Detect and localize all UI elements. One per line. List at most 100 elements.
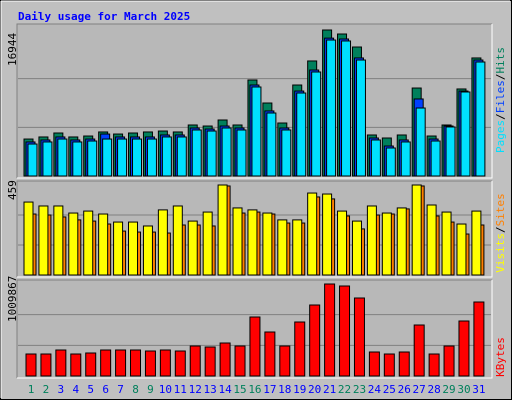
bar [309, 304, 321, 377]
bar [426, 204, 437, 276]
legend-separator: / [494, 113, 507, 120]
bar [206, 130, 217, 177]
x-tick-label: 7 [117, 383, 124, 396]
bar [189, 345, 201, 377]
bar [38, 205, 49, 276]
bar [130, 349, 142, 377]
bar [355, 59, 366, 177]
bar [339, 285, 351, 377]
bar [322, 193, 333, 276]
bar [251, 86, 262, 177]
bar [27, 143, 38, 177]
bar [475, 61, 486, 177]
bar [40, 353, 52, 377]
legend-entry: Files [494, 80, 507, 113]
bar [311, 71, 322, 177]
x-tick-label: 29 [442, 383, 455, 396]
panel-bevel [16, 23, 492, 178]
bar [83, 210, 94, 276]
bar [221, 127, 232, 177]
bar [428, 353, 440, 377]
bar [324, 283, 336, 377]
bar [445, 126, 456, 177]
legend-entry: Sites [494, 193, 507, 226]
bar [144, 350, 156, 377]
bar [281, 129, 292, 177]
legend-entry: Visits [494, 233, 507, 273]
bar [146, 138, 157, 177]
bar [456, 223, 467, 276]
bar [115, 349, 127, 377]
bar [191, 129, 202, 177]
x-tick-label: 21 [323, 383, 336, 396]
legend-entry: Pages [494, 120, 507, 153]
x-tick-label: 3 [58, 383, 65, 396]
panel-bevel [17, 24, 493, 179]
bar [430, 140, 441, 177]
bar [187, 220, 198, 276]
bar [204, 346, 216, 377]
x-tick-label: 1 [28, 383, 35, 396]
chart-title: Daily usage for March 2025 [18, 10, 190, 23]
bar [400, 141, 411, 177]
x-tick-label: 5 [87, 383, 94, 396]
bar [172, 205, 183, 276]
x-tick-label: 8 [132, 383, 139, 396]
panel-bevel [17, 181, 493, 278]
bar [307, 192, 318, 276]
bar [443, 345, 455, 377]
x-tick-label: 15 [233, 383, 246, 396]
x-tick-label: 24 [368, 383, 382, 396]
bar [176, 136, 187, 177]
bar [113, 221, 124, 276]
bar [217, 184, 228, 276]
legend: KBytes [494, 337, 507, 377]
x-tick-label: 2 [43, 383, 50, 396]
x-tick-label: 30 [457, 383, 470, 396]
bar [337, 210, 348, 276]
bar [398, 351, 410, 377]
bar [415, 107, 426, 177]
x-tick-label: 27 [413, 383, 426, 396]
bar [277, 219, 288, 276]
bar [441, 211, 452, 276]
bar [159, 349, 171, 377]
y-max-label: 16944 [6, 33, 19, 66]
bar [294, 321, 306, 377]
bar [23, 201, 34, 276]
x-tick-label: 31 [472, 383, 485, 396]
x-tick-label: 9 [147, 383, 154, 396]
bar [236, 129, 247, 177]
bar [471, 210, 482, 276]
bar [70, 353, 82, 377]
bar [128, 221, 139, 276]
x-tick-label: 25 [383, 383, 396, 396]
bar [132, 138, 143, 177]
bar [366, 205, 377, 276]
legend-separator: / [494, 74, 507, 81]
bar [87, 140, 98, 177]
x-tick-label: 12 [189, 383, 202, 396]
bar [341, 40, 352, 177]
bar [98, 213, 109, 276]
legend-separator: / [494, 226, 507, 233]
bar [351, 220, 362, 276]
bar [85, 352, 97, 377]
y-max-label: 1009867 [6, 276, 19, 322]
x-tick-label: 4 [72, 383, 79, 396]
legend-entry: Hits [494, 47, 507, 74]
legend: Pages/Files/Hits [494, 47, 507, 153]
bar [142, 225, 153, 276]
bar [68, 212, 79, 276]
bar [219, 342, 231, 377]
x-tick-label: 10 [159, 383, 172, 396]
bar [279, 345, 291, 377]
bar [161, 136, 172, 177]
x-tick-label: 20 [308, 383, 321, 396]
bar [413, 324, 425, 377]
bar [326, 39, 337, 177]
bar [247, 209, 258, 276]
panel-bevel [17, 280, 493, 379]
bar [53, 205, 64, 276]
